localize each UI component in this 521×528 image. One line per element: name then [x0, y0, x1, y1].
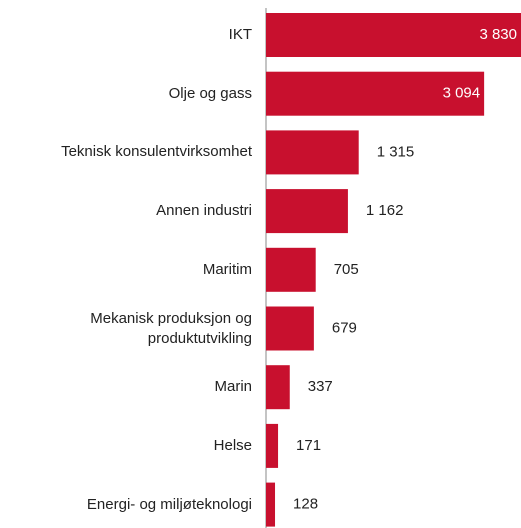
category-label: Mekanisk produksjon og produktutvikling: [90, 309, 252, 347]
bar: [266, 423, 279, 468]
value-label: 1 315: [377, 143, 415, 160]
value-label: 128: [293, 496, 318, 513]
value-label: 705: [334, 261, 359, 278]
value-label: 3 094: [443, 85, 481, 102]
category-label: IKT: [228, 26, 252, 43]
bar: [266, 13, 521, 57]
value-label: 337: [308, 378, 333, 395]
bar: [266, 365, 290, 410]
category-label: Marin: [214, 378, 252, 396]
bar: [266, 130, 359, 175]
category-label: Teknisk konsulentvirksomhet: [61, 143, 252, 161]
value-label: 3 830: [479, 26, 517, 43]
value-label: 679: [332, 319, 357, 336]
value-label: 1 162: [366, 202, 404, 219]
bar: [266, 247, 316, 292]
value-label: 171: [296, 437, 321, 454]
category-label: Olje og gass: [168, 84, 252, 102]
bar: [266, 306, 314, 351]
category-label: Energi- og miljøteknologi: [86, 495, 252, 513]
bar: [266, 482, 276, 527]
category-label: Maritim: [202, 260, 252, 278]
category-label: Annen industri: [156, 202, 252, 220]
bar: [266, 71, 485, 116]
bar: [266, 189, 348, 234]
category-label: Helse: [213, 436, 252, 454]
